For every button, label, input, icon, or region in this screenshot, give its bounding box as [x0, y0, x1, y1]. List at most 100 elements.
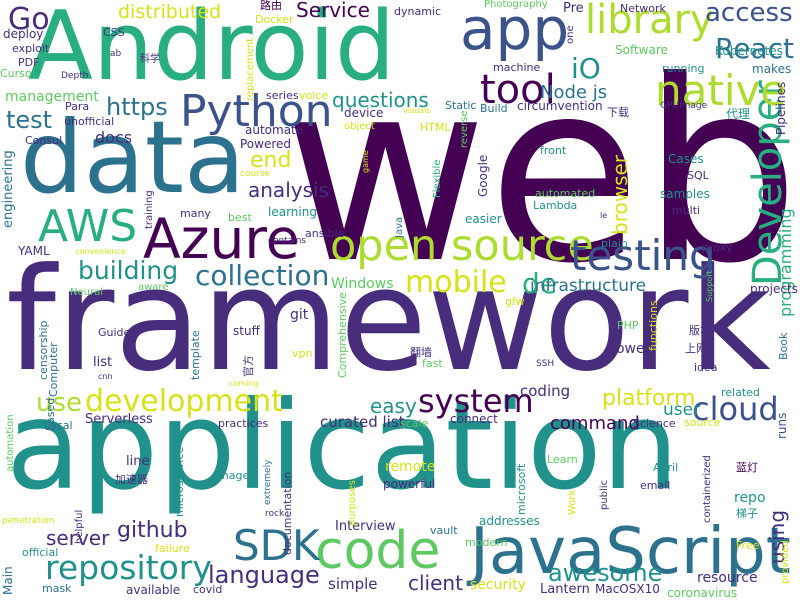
word-fast: fast — [422, 357, 443, 370]
word-le: le — [600, 211, 608, 220]
word-cjk-173: 蓝灯 — [736, 461, 758, 474]
word-failure: failure — [155, 542, 190, 555]
word-training: training — [144, 190, 155, 229]
word-line: line — [126, 454, 150, 469]
word-public: public — [599, 479, 610, 510]
word-purposes: purposes — [347, 480, 358, 526]
word-https: https — [106, 93, 168, 121]
word-kubernetes: Kubernetes — [715, 44, 783, 58]
word-scale: scale — [400, 417, 429, 430]
word-object: object — [344, 121, 375, 132]
word-end: end — [250, 148, 292, 173]
word-curso: Curso — [0, 67, 32, 80]
word-replacement: replacement — [245, 37, 256, 101]
word-github: github — [117, 518, 188, 543]
word-automation: automation — [5, 414, 16, 472]
word-user: user — [663, 400, 701, 420]
word-voice: voice — [299, 89, 329, 102]
word-device: device — [344, 106, 384, 120]
word-curated-list: curated list — [320, 413, 405, 431]
word-cjk-155: 加速器 — [115, 473, 148, 486]
word-multi: multi — [672, 204, 701, 217]
word-available: available — [126, 583, 181, 597]
word-neural: Neural — [70, 287, 103, 298]
word-machine: machine — [493, 61, 541, 74]
word-science: Science — [633, 417, 676, 430]
word-documentation: documentation — [281, 471, 294, 555]
word-yaml: YAML — [18, 244, 50, 258]
word-command: command — [550, 413, 640, 434]
word-gpuimage: GPUImage — [660, 101, 708, 111]
word-use: use — [36, 388, 83, 418]
word-cjk-77: 路由 — [260, 0, 282, 12]
word-plain: plain — [601, 237, 628, 250]
word-related: related — [721, 386, 760, 399]
word-mask: mask — [42, 582, 72, 595]
word-test: test — [6, 106, 53, 134]
word-email: email — [640, 479, 671, 492]
word-main: Main — [1, 566, 15, 595]
word-awesome: awesome — [548, 559, 663, 587]
word-projects: projects — [750, 282, 798, 296]
word-cloud: cloud — [692, 390, 779, 428]
word-de: de — [522, 267, 557, 300]
word-addresses: addresses — [479, 514, 540, 528]
word-microsoft: microsoft — [515, 463, 528, 515]
word-reverse: reverse — [459, 110, 470, 148]
word-cnn: cnn — [98, 372, 113, 381]
word-pdf: PDF — [18, 56, 40, 69]
word-learning: learning — [268, 205, 317, 219]
word-distributed: distributed — [118, 1, 222, 23]
word-android: Android — [28, 0, 396, 102]
word-ssh: SSH — [536, 359, 555, 369]
word-cjk-138: 翻墙 — [410, 346, 432, 359]
word-go: Go — [8, 2, 50, 37]
word-runs: runs — [775, 412, 789, 439]
word-resource: resource — [697, 570, 758, 586]
word-image: image — [215, 469, 250, 482]
word-practices: practices — [218, 417, 269, 430]
word-coronavirus: coronavirus — [667, 586, 738, 600]
word-docker: Docker — [255, 13, 294, 26]
word-rock: rock — [265, 509, 285, 519]
word-html: HTML — [420, 121, 451, 134]
word-learn: Learn — [547, 453, 578, 466]
word-service: Service — [296, 0, 370, 22]
word-local: Local — [44, 419, 73, 432]
word-deploy: deploy — [3, 27, 44, 41]
word-build: Build — [480, 102, 508, 115]
word-support: Support — [705, 270, 714, 302]
word-repo: repo — [734, 490, 766, 506]
word-powered: Powered — [240, 137, 292, 151]
word-cjk-68: 代理 — [726, 107, 751, 121]
word-containerized: containerized — [702, 455, 713, 523]
word-april: April — [653, 461, 679, 474]
word-cjk-141: 官方 — [242, 355, 255, 377]
word-sdk: SDK — [233, 521, 320, 570]
word-lambda: Lambda — [533, 199, 578, 212]
word-cjk-135: 上网 — [685, 342, 707, 355]
word-development: development — [85, 384, 283, 419]
word-connect: connect — [450, 412, 498, 426]
word-framework: framework — [6, 238, 771, 403]
word-macosx10: MacOSX10 — [595, 582, 660, 596]
word-docs: docs — [95, 128, 133, 147]
word-testing: testing — [570, 231, 716, 280]
word-web: web — [283, 27, 800, 318]
word-react: React — [715, 32, 794, 65]
word-css: CSS — [103, 26, 125, 39]
word-unofficial: unofficial — [64, 115, 115, 128]
word-serverless: Serverless — [85, 412, 153, 427]
word-penetration: penetration — [2, 516, 55, 526]
word-dynamic: dynamic — [394, 5, 442, 18]
word-censorship: censorship — [37, 320, 50, 380]
word-helpful: helpful — [74, 509, 85, 544]
word-vpn: vpn — [292, 347, 313, 360]
word-free: Free — [736, 539, 760, 552]
word-application: application — [6, 375, 679, 517]
word-java: Java — [394, 216, 405, 238]
word-source: source — [684, 416, 721, 429]
word-aws: AWS — [38, 201, 138, 252]
word-app: app — [460, 0, 570, 63]
